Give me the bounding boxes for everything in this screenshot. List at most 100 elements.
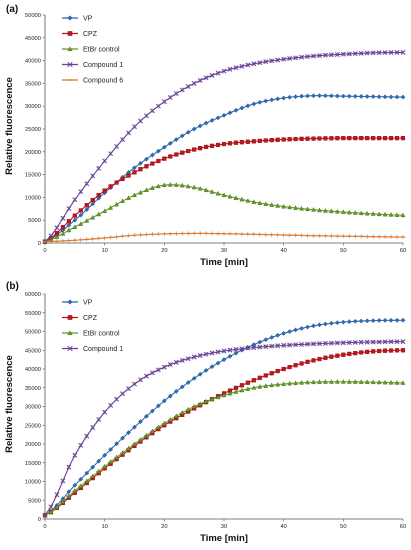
- series-line: [44, 381, 404, 516]
- legend-marker: [67, 61, 73, 68]
- data-point: [328, 52, 334, 58]
- data-point: [168, 154, 173, 159]
- data-point: [275, 96, 281, 102]
- x-tick-label: 20: [161, 524, 167, 530]
- data-point: [102, 463, 108, 469]
- data-point: [78, 221, 84, 226]
- data-point: [239, 140, 244, 145]
- data-point: [377, 136, 382, 141]
- data-point: [263, 383, 269, 388]
- y-tick-label: 10000: [25, 195, 41, 201]
- data-point: [376, 94, 382, 100]
- data-point: [233, 389, 239, 394]
- data-point: [371, 349, 376, 354]
- data-point: [233, 107, 239, 113]
- data-point: [60, 215, 66, 221]
- data-point: [323, 93, 328, 99]
- data-point: [329, 136, 334, 141]
- data-point: [197, 186, 203, 191]
- data-point: [96, 211, 102, 217]
- y-tick-label: 25000: [25, 127, 41, 133]
- legend-marker: [67, 46, 73, 52]
- data-point: [144, 156, 149, 162]
- data-point: [388, 50, 394, 55]
- data-point: [299, 93, 304, 99]
- data-point: [60, 499, 66, 504]
- data-point: [334, 379, 340, 384]
- data-point: [305, 136, 310, 141]
- data-point: [155, 367, 161, 373]
- y-tick-label: 35000: [25, 81, 41, 87]
- data-point: [215, 360, 221, 366]
- data-point: [305, 379, 310, 385]
- data-point: [203, 75, 209, 81]
- x-tick-label: 60: [400, 248, 406, 254]
- data-point: [293, 380, 299, 385]
- data-point: [143, 432, 149, 438]
- data-point: [382, 211, 388, 217]
- data-point: [281, 204, 287, 209]
- data-point: [221, 141, 227, 147]
- y-tick-label: 15000: [25, 173, 41, 179]
- data-point: [311, 136, 316, 141]
- data-point: [400, 348, 406, 353]
- legend-label: CPZ: [83, 315, 98, 322]
- data-point: [352, 93, 358, 99]
- data-point: [269, 58, 275, 64]
- data-point: [358, 50, 364, 56]
- data-point: [167, 393, 173, 399]
- data-point: [251, 345, 257, 351]
- data-point: [150, 161, 155, 166]
- data-point: [149, 108, 155, 114]
- data-point: [269, 343, 275, 349]
- data-point: [173, 91, 179, 97]
- data-point: [317, 136, 322, 141]
- data-point: [102, 188, 107, 193]
- data-point: [257, 375, 262, 380]
- x-tick-label: 0: [43, 248, 46, 254]
- data-point: [78, 208, 83, 213]
- data-point: [132, 424, 137, 430]
- data-point: [341, 352, 346, 357]
- data-point: [138, 190, 143, 195]
- data-point: [102, 409, 108, 415]
- data-point: [96, 417, 102, 422]
- data-point: [227, 390, 233, 396]
- panel-label: (a): [6, 4, 18, 15]
- data-point: [108, 184, 113, 189]
- data-point: [191, 184, 197, 190]
- data-point: [328, 208, 334, 214]
- y-tick-label: 50000: [25, 330, 41, 336]
- data-point: [120, 450, 126, 455]
- data-point: [275, 332, 281, 338]
- data-point: [346, 209, 352, 215]
- legend-marker: [67, 330, 73, 336]
- data-point: [394, 212, 400, 217]
- data-point: [263, 98, 269, 104]
- data-point: [209, 72, 215, 78]
- x-axis-title: Time [min]: [200, 533, 248, 544]
- data-point: [287, 94, 293, 100]
- data-point: [197, 78, 203, 83]
- data-point: [149, 428, 155, 434]
- data-point: [161, 420, 167, 426]
- data-point: [233, 195, 239, 200]
- data-point: [84, 470, 90, 476]
- data-point: [78, 476, 84, 482]
- data-point: [383, 348, 388, 353]
- data-point: [60, 225, 65, 230]
- data-point: [257, 138, 262, 143]
- data-point: [293, 136, 298, 142]
- data-point: [48, 233, 54, 239]
- data-point: [180, 150, 185, 155]
- data-point: [317, 379, 322, 384]
- x-tick-label: 40: [280, 524, 286, 530]
- data-point: [293, 342, 299, 348]
- legend-label: Compound 1: [83, 62, 123, 69]
- data-point: [328, 379, 334, 384]
- data-point: [269, 97, 275, 103]
- data-point: [329, 93, 334, 99]
- data-point: [221, 357, 227, 363]
- data-point: [179, 133, 185, 139]
- data-point: [359, 350, 364, 355]
